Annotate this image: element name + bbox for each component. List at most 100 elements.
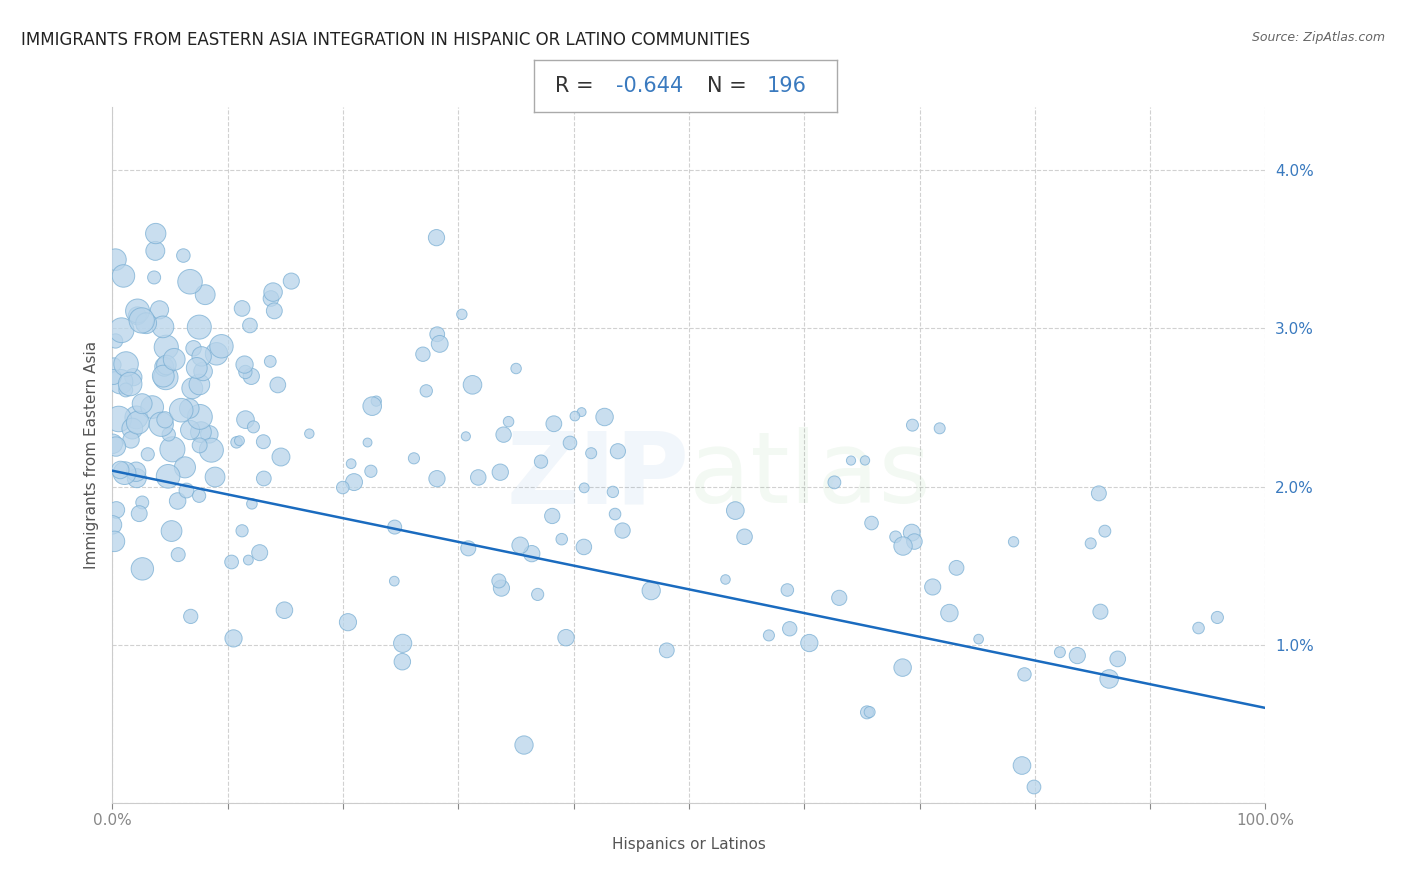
Point (1090, 605, 1112, 619)
Point (110, 375, 132, 389)
Point (612, 524, 634, 538)
Point (128, 507, 150, 521)
Point (938, 606, 960, 620)
Point (343, 475, 366, 489)
Point (131, 495, 153, 509)
Point (828, 591, 851, 605)
Point (429, 337, 451, 351)
Point (105, 503, 128, 517)
Point (928, 421, 950, 435)
Point (228, 434, 250, 448)
Point (127, 309, 149, 323)
Point (426, 472, 449, 486)
Point (114, 383, 136, 397)
Point (356, 435, 378, 450)
Point (179, 423, 201, 437)
Point (114, 466, 136, 480)
Point (860, 516, 883, 530)
Point (492, 427, 515, 442)
Point (235, 365, 257, 379)
Point (135, 316, 157, 330)
Point (901, 418, 924, 433)
Point (1094, 524, 1116, 538)
Point (240, 369, 263, 384)
Point (222, 632, 245, 646)
Point (103, 358, 125, 372)
Text: 196: 196 (768, 76, 807, 95)
Point (513, 738, 536, 752)
Point (163, 352, 186, 367)
Point (457, 541, 479, 556)
Point (391, 655, 413, 669)
Point (180, 609, 202, 624)
Point (426, 327, 449, 342)
Point (115, 357, 138, 371)
Point (891, 660, 914, 674)
Point (1206, 610, 1229, 624)
Point (361, 399, 384, 413)
Point (799, 636, 821, 650)
Point (145, 227, 167, 241)
Point (402, 451, 425, 466)
Point (101, 437, 124, 451)
Point (110, 323, 132, 337)
Point (273, 603, 295, 617)
Point (903, 534, 925, 549)
Point (526, 587, 548, 601)
Point (530, 454, 553, 468)
Point (136, 447, 159, 461)
Point (1187, 621, 1209, 635)
Point (1088, 486, 1111, 500)
Point (104, 440, 127, 454)
Point (776, 582, 799, 597)
Point (1066, 648, 1088, 663)
Point (167, 548, 190, 562)
Text: R =: R = (555, 76, 600, 95)
Point (360, 464, 382, 478)
Point (186, 361, 208, 376)
Point (467, 470, 489, 484)
Point (823, 475, 845, 490)
Point (240, 497, 263, 511)
Point (839, 453, 862, 467)
Point (384, 520, 406, 534)
Point (103, 534, 125, 549)
Point (1107, 652, 1129, 666)
Point (1022, 780, 1045, 794)
Point (574, 481, 596, 495)
Point (758, 628, 780, 642)
Text: N =: N = (707, 76, 754, 95)
Point (488, 574, 510, 588)
Point (259, 354, 281, 368)
Point (155, 340, 177, 354)
Point (900, 525, 922, 540)
Point (152, 319, 174, 334)
Point (579, 446, 602, 460)
Point (200, 443, 222, 458)
Point (572, 540, 595, 554)
Point (603, 507, 626, 521)
Point (239, 318, 262, 333)
Point (461, 377, 484, 392)
Point (112, 268, 135, 283)
Point (263, 303, 285, 318)
Point (260, 292, 283, 306)
Point (454, 429, 477, 443)
Point (655, 643, 678, 657)
Point (714, 573, 737, 587)
Point (155, 358, 177, 372)
Point (174, 460, 197, 475)
Point (262, 285, 284, 299)
Point (340, 457, 363, 471)
Point (270, 450, 292, 464)
Point (541, 508, 564, 523)
Point (724, 503, 747, 517)
Point (505, 361, 527, 376)
Point (191, 364, 214, 378)
Point (141, 400, 163, 414)
Point (179, 401, 201, 416)
Point (520, 547, 543, 561)
Point (491, 581, 513, 595)
Point (176, 483, 198, 498)
Point (104, 334, 127, 348)
